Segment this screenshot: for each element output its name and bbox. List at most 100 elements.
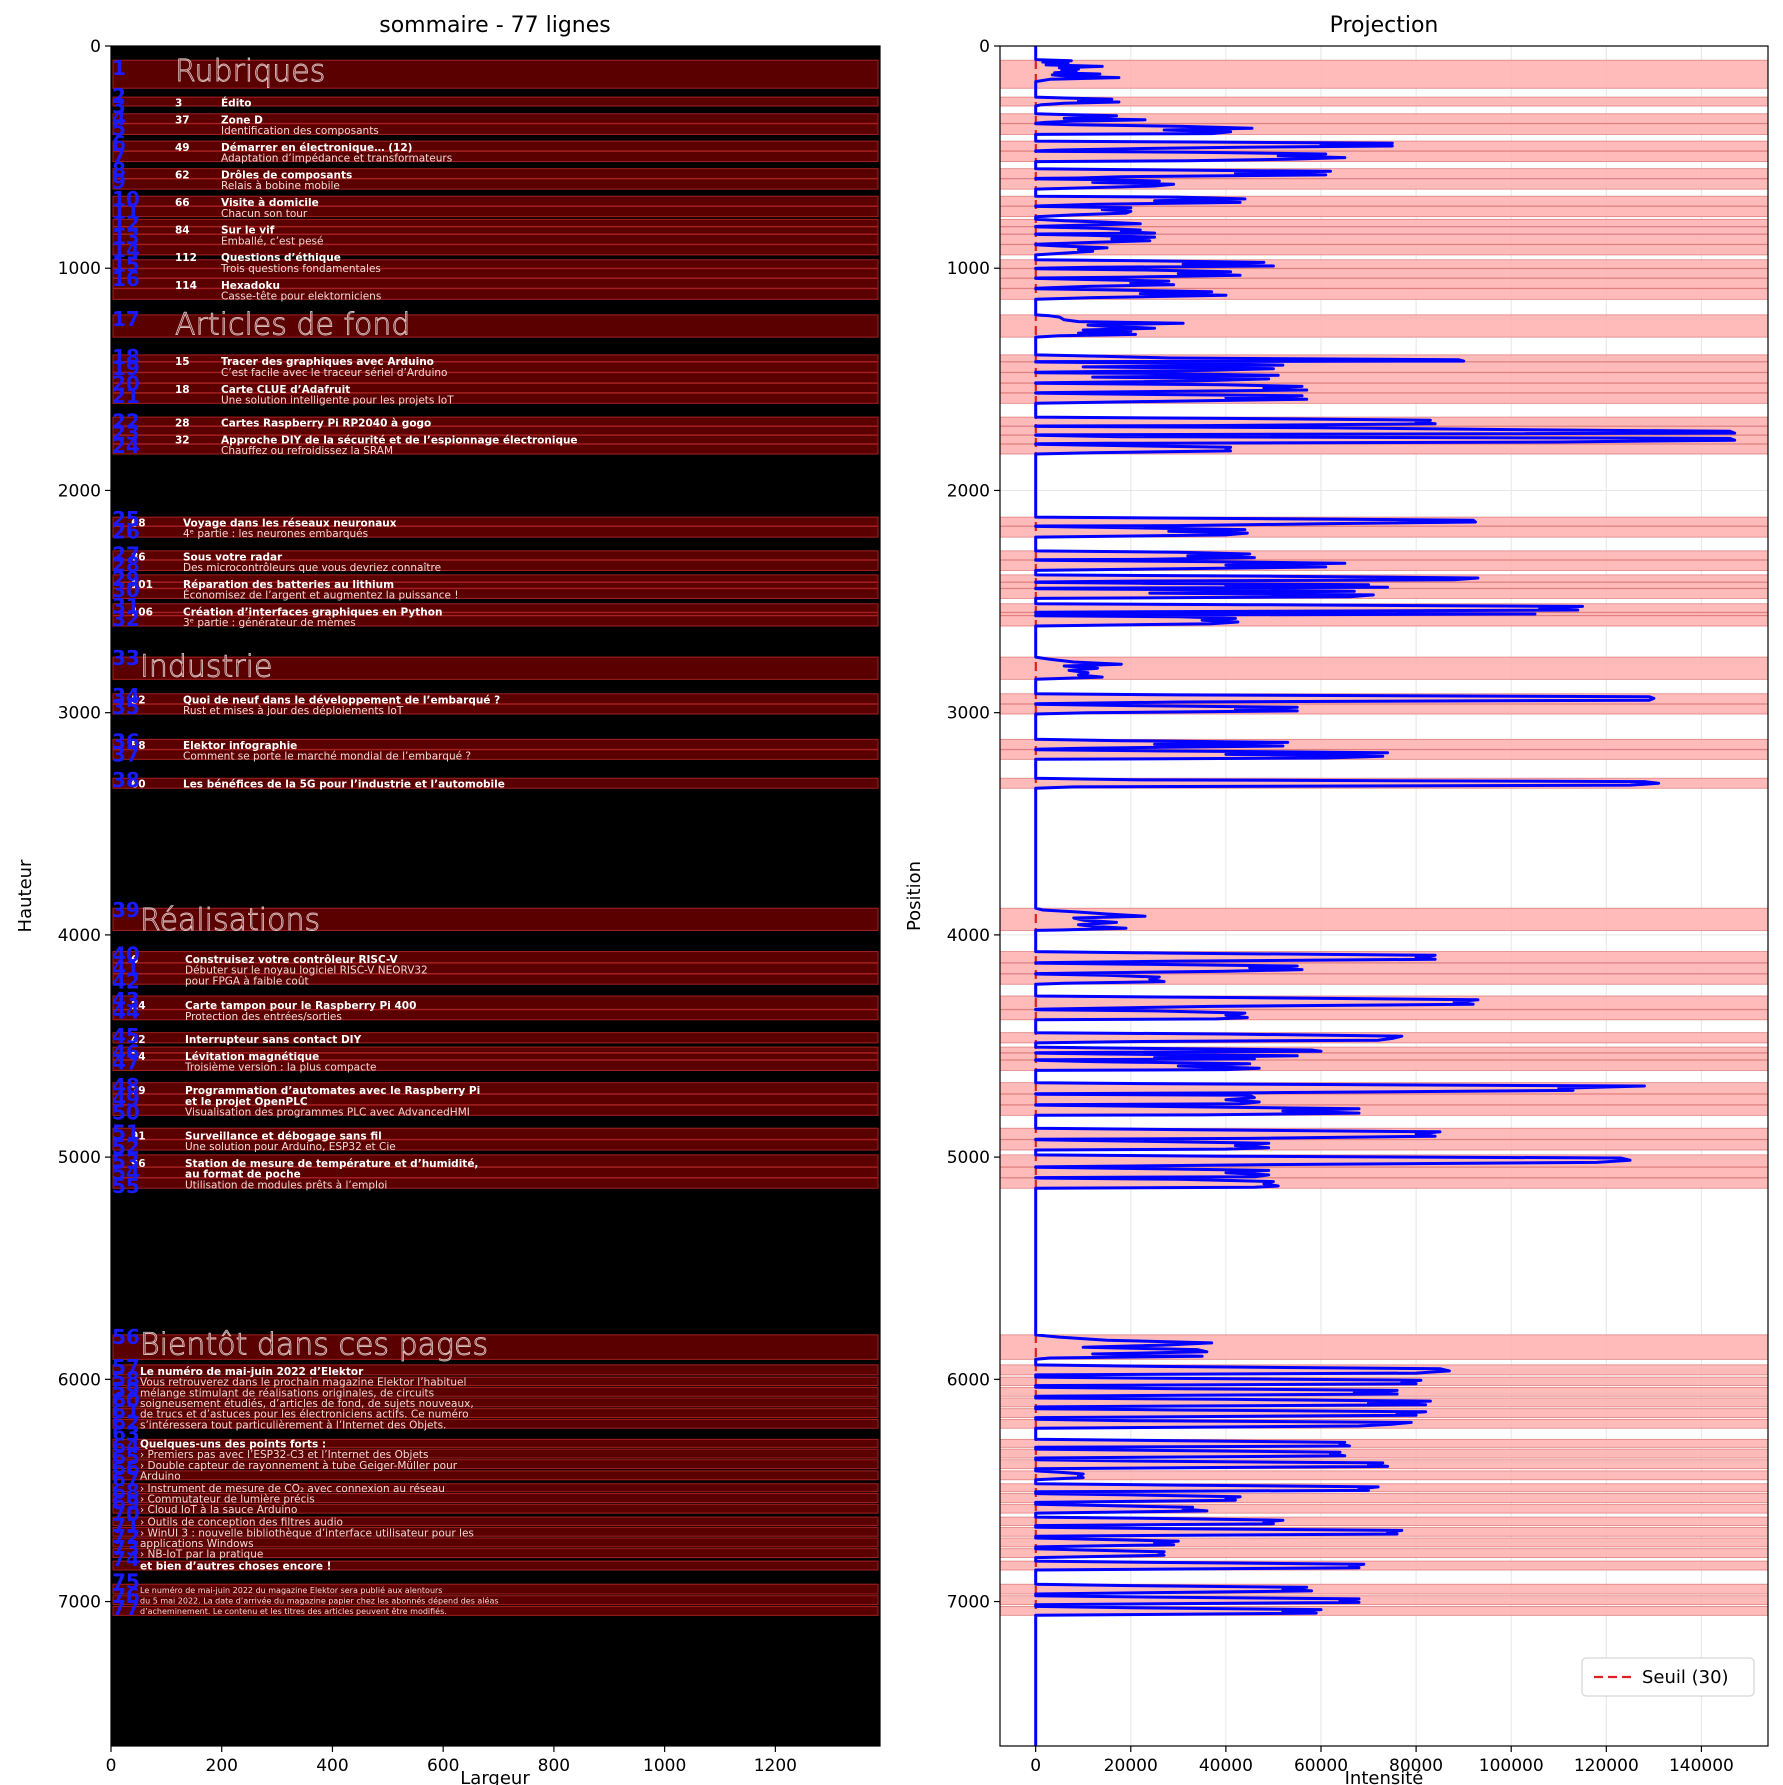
line-number-label: 60 — [112, 1388, 140, 1412]
line-number-label: 5 — [112, 116, 126, 140]
left-band-30 — [112, 525, 879, 538]
left-line-bands — [112, 59, 879, 1616]
line-number-label: 33 — [112, 646, 140, 670]
left-band-18 — [112, 288, 879, 300]
right-plot-frame — [999, 45, 1769, 1747]
line-number-label: 19 — [112, 356, 140, 380]
page-text-num2: 52 — [131, 694, 146, 706]
left-x-label: Largeur — [460, 1768, 530, 1785]
line-number-label: 43 — [112, 988, 140, 1012]
left-line-numbers: 1234567891011121314151617181920212223242… — [112, 56, 140, 1620]
page-text-body-b: et bien d’autres choses encore ! — [140, 1561, 331, 1573]
x-tick-label: 120000 — [1574, 1756, 1639, 1776]
left-band-39 — [112, 656, 879, 680]
page-text-small: du 5 mai 2022. La date d’arrivée du maga… — [140, 1595, 499, 1605]
x-tick-label: 80000 — [1389, 1756, 1443, 1776]
legend: Seuil (30) — [1581, 1657, 1755, 1697]
page-text-num2: 6 — [131, 954, 138, 966]
left-band-19 — [112, 314, 879, 338]
x-tick-label: 0 — [106, 1756, 117, 1776]
line-number-label: 23 — [112, 420, 140, 444]
left-band-70 — [112, 1438, 879, 1448]
right-x-label: Intensité — [1345, 1768, 1424, 1785]
x-tick-label: 100000 — [1479, 1756, 1544, 1776]
page-text-num: 28 — [175, 418, 190, 430]
left-band-28 — [112, 443, 879, 455]
page-text-body: › Outils de conception des filtres audio — [140, 1517, 343, 1529]
page-text-num: 66 — [175, 197, 190, 209]
line-number-label: 52 — [112, 1135, 140, 1159]
line-number-label: 69 — [112, 1490, 140, 1514]
y-tick-label: 4000 — [58, 926, 101, 946]
line-number-label: 46 — [112, 1040, 140, 1064]
right-y-label: Position — [904, 861, 925, 931]
page-text-title3: Programmation d’automates avec le Raspbe… — [185, 1085, 480, 1097]
x-tick-label: 1200 — [754, 1756, 797, 1776]
page-text-num2: 96 — [131, 1158, 146, 1170]
left-band-78 — [112, 1526, 879, 1537]
page-text-num: 18 — [175, 384, 190, 396]
page-text-num: 32 — [175, 434, 190, 446]
line-number-label: 14 — [112, 238, 140, 262]
page-text-body: Vous retrouverez dans le prochain magazi… — [140, 1377, 466, 1389]
left-band-32 — [112, 559, 879, 571]
line-number-label: 18 — [112, 345, 140, 369]
page-text-title: Questions d’éthique — [221, 252, 341, 264]
page-text-num: 49 — [175, 142, 190, 154]
x-tick-label: 40000 — [1199, 1756, 1253, 1776]
left-band-79 — [112, 1537, 879, 1548]
line-number-label: 53 — [112, 1149, 140, 1173]
page-text-sub3: Utilisation de modules prêts à l’emploi — [185, 1179, 387, 1191]
legend-label: Seuil (30) — [1642, 1667, 1729, 1688]
page-text-sub: Identification des composants — [221, 125, 379, 137]
left-band-68 — [112, 1408, 879, 1419]
page-text-num2: 60 — [131, 778, 146, 790]
line-number-label: 51 — [112, 1120, 140, 1144]
page-text-title3: Carte tampon pour le Raspberry Pi 400 — [185, 1000, 416, 1012]
left-band-62 — [112, 1177, 879, 1189]
page-text-title3: Construisez votre contrôleur RISC-V — [185, 954, 399, 966]
page-text-title2: Sous votre radar — [183, 551, 283, 563]
y-tick-label: 3000 — [58, 704, 101, 724]
left-band-64 — [112, 1364, 879, 1376]
line-number-label: 65 — [112, 1445, 140, 1469]
x-tick-label: 60000 — [1294, 1756, 1348, 1776]
left-band-1 — [112, 59, 879, 89]
line-number-label: 31 — [112, 594, 140, 618]
page-text-num2: 68 — [131, 518, 146, 530]
left-band-81 — [112, 1560, 879, 1571]
line-number-label: 71 — [112, 1514, 140, 1538]
left-band-24 — [112, 392, 879, 404]
line-number-label: 61 — [112, 1399, 140, 1423]
line-number-label: 8 — [112, 158, 126, 182]
y-tick-label: 0 — [979, 37, 990, 57]
page-text-title3: et le projet OpenPLC — [185, 1096, 308, 1108]
page-text-num2: 58 — [131, 740, 146, 752]
left-plot-frame — [110, 45, 881, 1747]
page-text-sub: Adaptation d’impédance et transformateur… — [221, 153, 452, 165]
page-text-title3: Surveillance et débogage sans fil — [185, 1130, 382, 1142]
page-text-sub: Relais à bobine mobile — [221, 180, 340, 192]
line-number-label: 29 — [112, 567, 140, 591]
line-number-label: 45 — [112, 1024, 140, 1048]
line-number-label: 63 — [112, 1422, 140, 1446]
left-band-10 — [112, 205, 879, 218]
left-band-73 — [112, 1470, 879, 1481]
page-text-body-b: Quelques-uns des points forts : — [140, 1438, 326, 1450]
page-text-num2: 24 — [131, 1000, 146, 1012]
left-band-69 — [112, 1418, 879, 1429]
line-number-label: 73 — [112, 1536, 140, 1560]
page-text-sub3: Protection des entrées/sorties — [185, 1011, 342, 1023]
page-text-title3: au format de poche — [185, 1169, 301, 1181]
left-band-48 — [112, 973, 879, 985]
page-text-num: 84 — [175, 225, 190, 237]
page-text-sub: Trois questions fondamentales — [220, 263, 381, 275]
page-text-num2: 79 — [131, 1085, 146, 1097]
page-text-body-b: Le numéro de mai-juin 2022 d’Elektor — [140, 1366, 364, 1378]
page-text-sub2: Rust et mises à jour des déploiements Io… — [183, 705, 404, 717]
line-number-label: 68 — [112, 1479, 140, 1503]
line-number-label: 72 — [112, 1525, 140, 1549]
y-tick-label: 7000 — [58, 1593, 101, 1613]
